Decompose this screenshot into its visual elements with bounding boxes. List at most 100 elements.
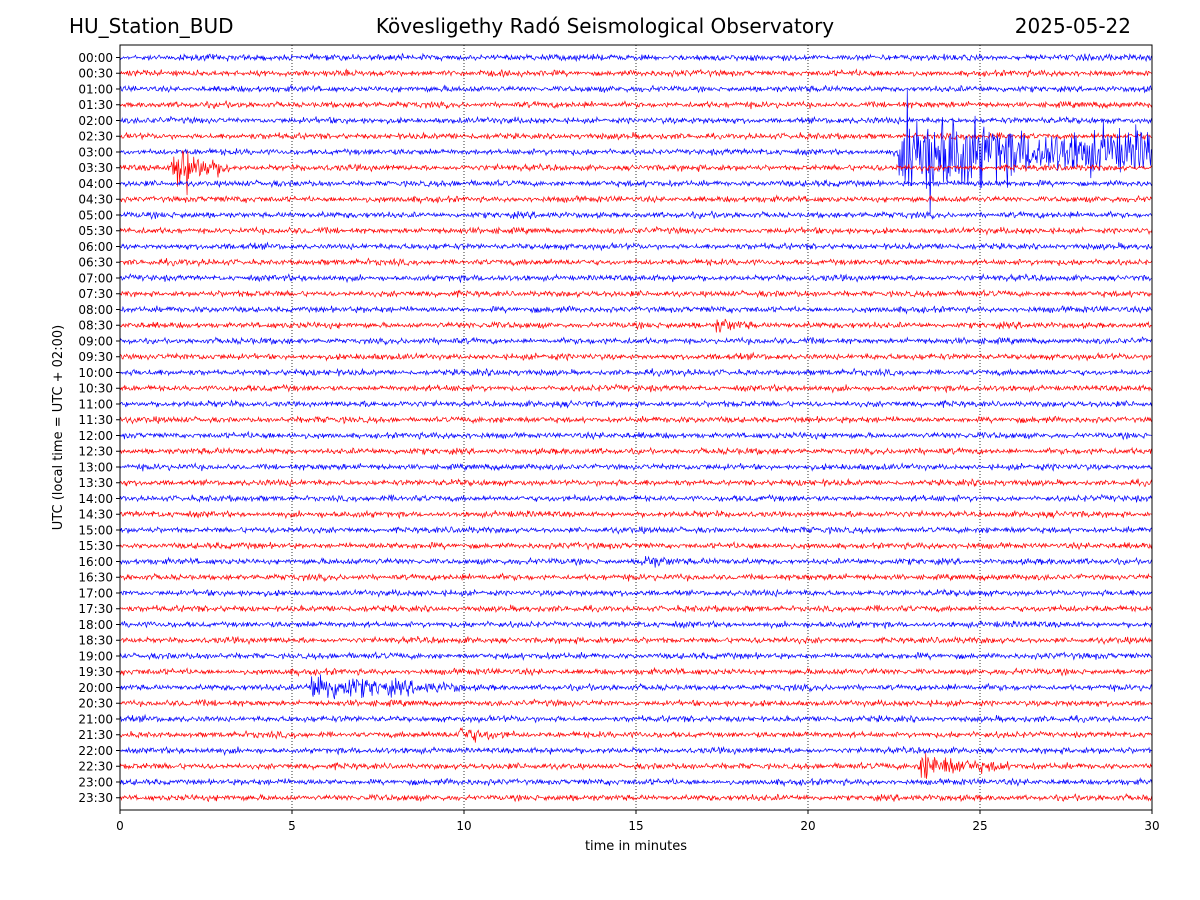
trace-2200 <box>119 745 1153 757</box>
trace-0830 <box>119 318 1153 333</box>
trace-0600 <box>119 241 1153 252</box>
y-tick-label: 02:30 <box>78 130 113 144</box>
y-tick-label: 22:30 <box>78 760 113 774</box>
x-tick-label: 25 <box>972 819 987 833</box>
station-name: HU_Station_BUD <box>69 14 234 38</box>
seismogram-traces <box>119 52 1153 803</box>
y-tick-label: 03:30 <box>78 161 113 175</box>
trace-1430 <box>119 509 1153 520</box>
trace-1300 <box>119 462 1153 472</box>
y-tick-label: 23:30 <box>78 791 113 805</box>
y-tick-label: 21:00 <box>78 712 113 726</box>
y-tick-label: 15:30 <box>78 539 113 553</box>
trace-0500 <box>119 210 1153 221</box>
trace-0030 <box>119 68 1153 78</box>
y-tick-label: 07:30 <box>78 287 113 301</box>
y-tick-label: 12:00 <box>78 429 113 443</box>
y-tick-label: 17:30 <box>78 602 113 616</box>
trace-0730 <box>119 289 1153 299</box>
y-tick-label: 11:30 <box>78 413 113 427</box>
y-tick-label: 09:00 <box>78 334 113 348</box>
trace-0300 <box>119 89 1153 216</box>
y-tick-label: 08:00 <box>78 303 113 317</box>
trace-1100 <box>119 399 1153 409</box>
trace-1800 <box>119 619 1153 630</box>
y-tick-label: 05:30 <box>78 224 113 238</box>
trace-1730 <box>119 603 1153 614</box>
trace-1030 <box>119 383 1153 394</box>
y-tick-label: 12:30 <box>78 445 113 459</box>
trace-0930 <box>119 351 1153 362</box>
y-tick-label: 06:00 <box>78 240 113 254</box>
y-tick-label: 06:30 <box>78 256 113 270</box>
trace-1500 <box>119 525 1153 535</box>
y-tick-label: 19:30 <box>78 665 113 679</box>
y-tick-label: 01:00 <box>78 82 113 96</box>
trace-0100 <box>119 84 1153 94</box>
trace-1830 <box>119 635 1153 646</box>
trace-0130 <box>119 100 1153 110</box>
y-tick-label: 08:30 <box>78 319 113 333</box>
trace-2230 <box>119 753 1153 779</box>
trace-0900 <box>119 336 1153 346</box>
grid-lines <box>291 45 981 810</box>
y-tick-label: 13:00 <box>78 460 113 474</box>
x-axis-ticks: 0 5 10 15 20 25 30 <box>116 810 1160 833</box>
x-tick-label: 15 <box>628 819 643 833</box>
trace-0400 <box>119 178 1153 189</box>
trace-0800 <box>119 305 1153 315</box>
y-tick-label: 20:30 <box>78 697 113 711</box>
y-tick-label: 10:30 <box>78 382 113 396</box>
y-tick-label: 22:00 <box>78 744 113 758</box>
y-tick-label: 21:30 <box>78 728 113 742</box>
trace-1930 <box>119 666 1153 677</box>
y-tick-label: 09:30 <box>78 350 113 364</box>
y-tick-label: 10:00 <box>78 366 113 380</box>
y-tick-label: 00:00 <box>78 51 113 65</box>
trace-1600 <box>119 555 1153 568</box>
chart-date: 2025-05-22 <box>1014 14 1131 38</box>
trace-2300 <box>119 777 1153 788</box>
y-tick-label: 16:30 <box>78 571 113 585</box>
y-tick-label: 01:30 <box>78 98 113 112</box>
y-tick-label: 14:00 <box>78 492 113 506</box>
trace-2000 <box>119 674 1153 700</box>
trace-0230 <box>119 131 1153 141</box>
trace-0630 <box>119 257 1153 268</box>
y-tick-label: 15:00 <box>78 523 113 537</box>
x-tick-label: 30 <box>1144 819 1159 833</box>
y-tick-label: 16:00 <box>78 555 113 569</box>
trace-2030 <box>119 698 1153 708</box>
trace-1400 <box>119 493 1153 503</box>
trace-1000 <box>119 367 1153 378</box>
x-axis-label: time in minutes <box>585 839 687 854</box>
y-tick-label: 02:00 <box>78 114 113 128</box>
trace-0000 <box>119 52 1153 63</box>
x-tick-label: 20 <box>800 819 815 833</box>
y-axis-label: UTC (local time = UTC + 02:00) <box>51 325 66 530</box>
y-tick-label: 07:00 <box>78 271 113 285</box>
y-tick-label: 04:30 <box>78 193 113 207</box>
y-tick-label: 18:30 <box>78 634 113 648</box>
trace-1330 <box>119 477 1153 488</box>
trace-2330 <box>119 793 1153 803</box>
x-tick-label: 5 <box>288 819 296 833</box>
x-tick-label: 0 <box>116 819 124 833</box>
y-tick-label: 11:00 <box>78 397 113 411</box>
trace-1200 <box>119 430 1153 441</box>
trace-0530 <box>119 225 1153 236</box>
trace-1530 <box>119 540 1153 551</box>
y-tick-label: 14:30 <box>78 508 113 522</box>
trace-0430 <box>119 194 1153 205</box>
y-tick-label: 00:30 <box>78 67 113 81</box>
y-tick-label: 17:00 <box>78 586 113 600</box>
y-tick-label: 13:30 <box>78 476 113 490</box>
trace-1900 <box>119 651 1153 662</box>
x-tick-label: 10 <box>456 819 471 833</box>
y-tick-label: 18:00 <box>78 618 113 632</box>
trace-0330 <box>119 150 1153 196</box>
trace-1630 <box>119 572 1153 583</box>
trace-1230 <box>119 446 1153 456</box>
